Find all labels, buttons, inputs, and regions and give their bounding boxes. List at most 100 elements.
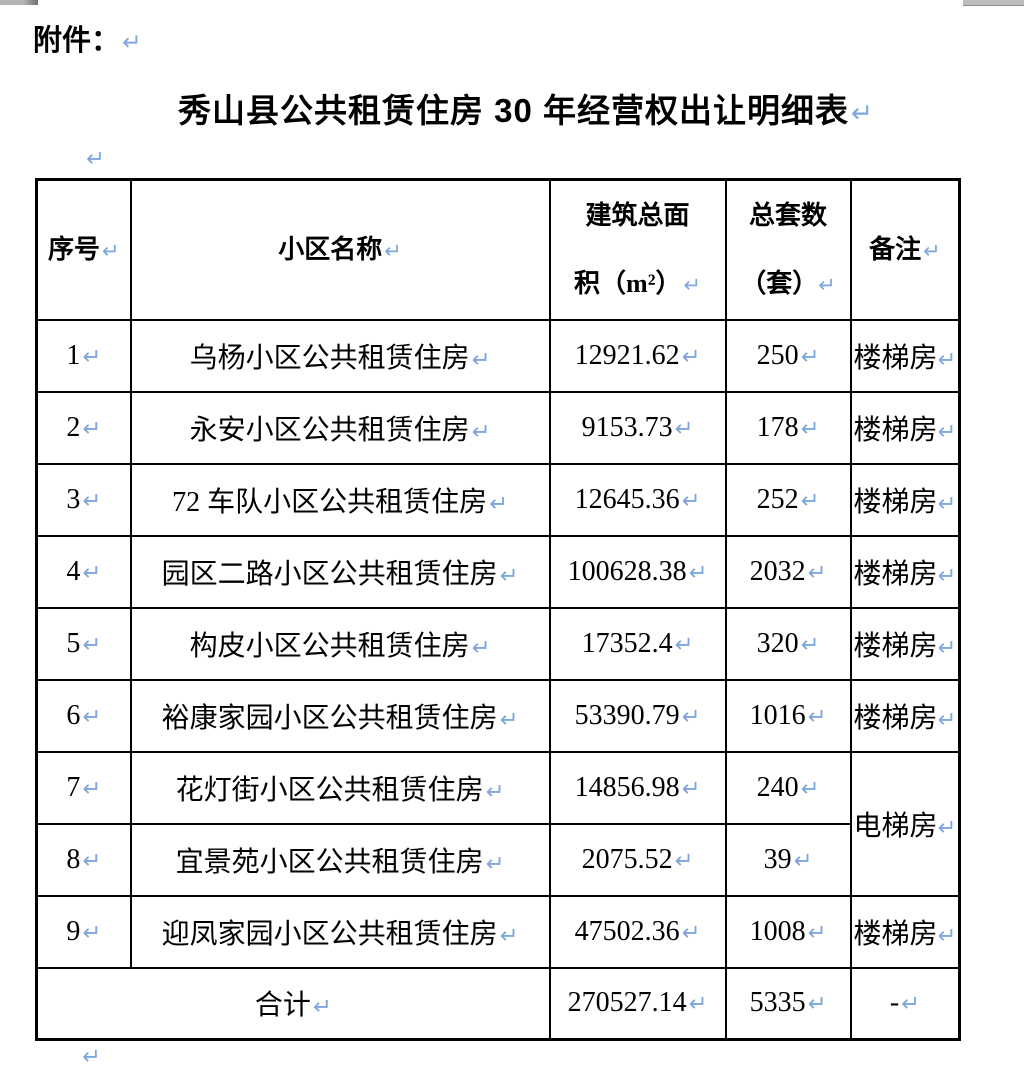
paragraph-mark-icon: ↵ [82,775,102,802]
paragraph-mark-icon: ↵ [683,272,701,297]
cell-index: 5↵ [35,606,132,681]
cell-index: 1↵ [35,318,132,393]
cell-area: 2075.52↵ [548,822,727,897]
cell-remark-merged: 电梯房↵ [849,750,961,897]
paragraph-mark-icon: ↵ [471,418,491,445]
paragraph-mark-icon: ↵ [674,631,694,658]
detail-table: 序号↵ 小区名称↵ 建筑总面 积（m²）↵ 总套数 （套）↵ 备注↵ 1↵ 乌杨小区… [35,178,962,1041]
paragraph-mark-icon: ↵ [681,775,701,802]
cell-name: 裕康家园小区公共租赁住房↵ [129,678,551,753]
paragraph-mark-icon: ↵ [681,703,701,730]
paragraph-mark-icon: ↵ [800,487,820,514]
cell-index: 4↵ [35,534,132,609]
paragraph-mark-icon: ↵ [485,778,505,805]
cell-index: 9↵ [35,894,132,969]
header-remark: 备注↵ [849,178,961,321]
cell-remark: 楼梯房↵ [849,678,961,753]
paragraph-mark-icon: ↵ [923,238,941,263]
paragraph-mark-icon: ↵ [937,814,957,841]
clipped-paragraph-mark: ↵ [80,1040,101,1072]
paragraph-mark-icon: ↵ [489,490,508,517]
table-header-row: 序号↵ 小区名称↵ 建筑总面 积（m²）↵ 总套数 （套）↵ 备注↵ [35,178,961,321]
paragraph-mark-icon: ↵ [807,559,827,586]
paragraph-mark-icon: ↵ [688,991,708,1018]
cell-units: 320↵ [724,606,852,681]
paragraph-mark-icon: ↵ [681,919,701,946]
paragraph-mark-icon: ↵ [485,850,505,877]
paragraph-mark-icon: ↵ [681,343,701,370]
cell-units: 252↵ [724,462,852,537]
paragraph-mark-icon: ↵ [800,775,820,802]
paragraph-mark-icon: ↵ [471,346,491,373]
paragraph-mark-icon: ↵ [937,922,957,949]
paragraph-mark-icon: ↵ [384,238,402,263]
total-units-cell: 5335↵ [724,966,852,1041]
total-row: 合计↵ 270527.14↵ 5335↵ -↵ [35,966,961,1041]
paragraph-mark-icon: ↵ [937,490,957,517]
cell-units: 250↵ [724,318,852,393]
cell-remark: 楼梯房↵ [849,894,961,969]
paragraph-mark-icon: ↵ [499,562,519,589]
paragraph-mark-icon: ↵ [674,847,694,874]
paragraph-mark-icon: ↵ [82,487,102,514]
cell-name: 花灯街小区公共租赁住房↵ [129,750,551,825]
paragraph-mark-icon: ↵ [800,631,820,658]
paragraph-mark-icon: ↵ [937,634,957,661]
total-remark-cell: -↵ [849,966,961,1041]
paragraph-mark-icon: ↵ [688,559,708,586]
paragraph-mark-icon: ↵ [674,415,694,442]
paragraph-mark-icon: ↵ [901,991,920,1018]
paragraph-mark-icon: ↵ [800,415,820,442]
header-area: 建筑总面 积（m²）↵ [548,178,727,321]
table-row: 6↵ 裕康家园小区公共租赁住房↵ 53390.79↵ 1016↵ 楼梯房↵ [35,678,961,753]
cell-units: 39↵ [724,822,852,897]
total-area-cell: 270527.14↵ [548,966,727,1041]
cell-area: 14856.98↵ [548,750,727,825]
paragraph-mark-icon: ↵ [800,343,820,370]
table-row: 9↵ 迎凤家园小区公共租赁住房↵ 47502.36↵ 1008↵ 楼梯房↵ [35,894,961,969]
table-row: 1↵ 乌杨小区公共租赁住房↵ 12921.62↵ 250↵ 楼梯房↵ [35,318,961,393]
cell-index: 3↵ [35,462,132,537]
paragraph-mark-icon: ↵ [937,562,957,589]
cell-units: 1008↵ [724,894,852,969]
table-row: 8↵ 宜景苑小区公共租赁住房↵ 2075.52↵ 39↵ [35,822,960,897]
page-title-text: 秀山县公共租赁住房 30 年经营权出让明细表 [178,92,850,129]
cell-units: 240↵ [724,750,852,825]
paragraph-mark-icon: ↵ [471,634,491,661]
paragraph-mark-icon: ↵ [82,415,102,442]
paragraph-mark-icon: ↵ [499,922,519,949]
cell-name: 乌杨小区公共租赁住房↵ [129,318,551,393]
cell-index: 7↵ [35,750,132,825]
table-row: 5↵ 构皮小区公共租赁住房↵ 17352.4↵ 320↵ 楼梯房↵ [35,606,961,681]
screen-edge-artifact-left [0,0,38,5]
cell-area: 100628.38↵ [548,534,727,609]
table-row: 2↵ 永安小区公共租赁住房↵ 9153.73↵ 178↵ 楼梯房↵ [35,390,961,465]
paragraph-mark-icon: ↵ [807,919,827,946]
paragraph-mark-icon: ↵ [937,706,957,733]
paragraph-mark-icon: ↵ [86,146,105,172]
cell-remark: 楼梯房↵ [849,462,961,537]
paragraph-mark-icon: ↵ [807,991,827,1018]
cell-area: 12645.36↵ [548,462,727,537]
paragraph-mark-icon: ↵ [82,919,102,946]
paragraph-mark-icon: ↵ [937,346,957,373]
paragraph-mark-icon: ↵ [82,847,102,874]
paragraph-mark-icon: ↵ [681,487,701,514]
cell-area: 12921.62↵ [548,318,727,393]
cell-units: 1016↵ [724,678,852,753]
paragraph-mark-icon: ↵ [82,343,102,370]
paragraph-mark-icon: ↵ [122,29,142,56]
empty-paragraph: ↵ [84,142,105,174]
cell-area: 9153.73↵ [548,390,727,465]
cell-units: 178↵ [724,390,852,465]
paragraph-mark-icon: ↵ [851,98,875,129]
header-index: 序号↵ [35,178,132,321]
paragraph-mark-icon: ↵ [82,1044,101,1070]
cell-name: 构皮小区公共租赁住房↵ [129,606,551,681]
table-row: 4↵ 园区二路小区公共租赁住房↵ 100628.38↵ 2032↵ 楼梯房↵ [35,534,961,609]
attachment-label: 附件：↵ [33,17,141,59]
cell-remark: 楼梯房↵ [849,534,961,609]
cell-index: 6↵ [35,678,132,753]
cell-units: 2032↵ [724,534,852,609]
